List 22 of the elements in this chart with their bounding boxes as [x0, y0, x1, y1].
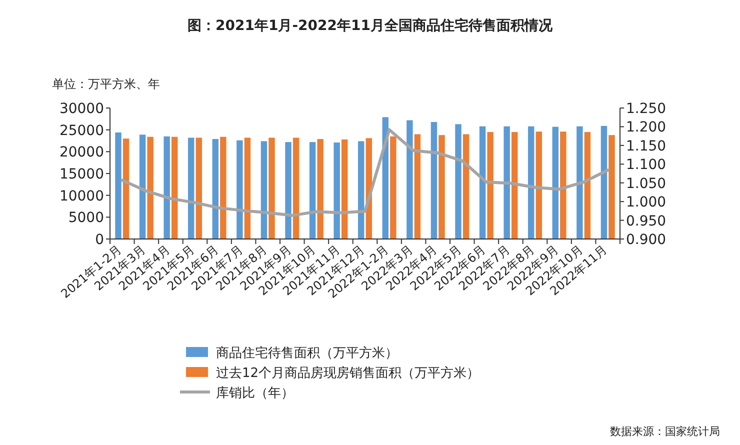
chart-title: 图：2021年1月-2022年11月全国商品住宅待售面积情况	[188, 17, 554, 34]
y-tick-label: 15000	[59, 166, 104, 182]
y-tick-label: 20000	[59, 144, 104, 161]
y2-tick-label: 1.250	[626, 101, 666, 117]
y2-tick-label: 0.950	[626, 213, 666, 230]
y-tick-label: 10000	[59, 188, 104, 204]
y2-tick-label: 1.100	[626, 157, 666, 174]
y2-tick-label: 0.900	[626, 232, 666, 248]
y-tick-label: 5000	[68, 210, 104, 226]
y2-tick-label: 1.200	[626, 120, 666, 136]
y-tick-label: 25000	[59, 122, 104, 139]
y2-tick-label: 1.000	[626, 194, 666, 211]
y-tick-label: 30000	[59, 101, 104, 117]
legend-label: 商品住宅待售面积（万平方米）	[216, 345, 398, 361]
y-axis-title: 单位：万平方米、年	[52, 77, 160, 91]
line-series	[120, 128, 610, 217]
y2-tick-label: 1.050	[626, 176, 666, 192]
legend-label: 过去12个月商品房现房销售面积（万平方米）	[216, 365, 480, 381]
legend-label: 库销比（年）	[216, 386, 294, 401]
y2-tick-label: 1.150	[626, 138, 666, 154]
y-tick-label: 0	[95, 232, 104, 248]
source-note: 数据来源：国家统计局	[610, 425, 720, 438]
